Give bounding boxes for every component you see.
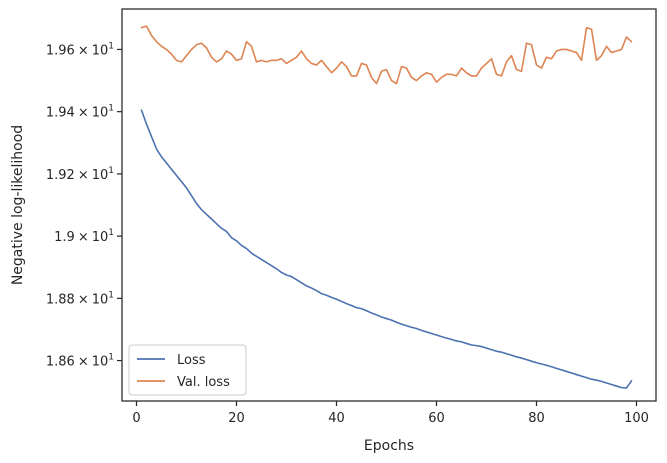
series-line-loss [140,109,633,389]
y-tick-base: 10 [92,355,109,370]
y-tick-times: × [78,43,89,58]
x-tick-label: 100 [624,411,649,426]
x-tick-label: 80 [528,411,545,426]
y-tick-label: 1.92 × 101 [46,166,114,183]
y-tick-base: 10 [92,168,109,183]
series-line-val-loss [140,25,633,85]
y-tick-times: × [78,230,89,245]
y-tick-label: 1.88 × 101 [46,290,114,307]
y-tick-exponent: 1 [108,104,114,114]
y-tick-label: 1.86 × 101 [46,353,114,370]
y-tick-exponent: 1 [108,228,114,238]
y-tick-label: 1.96 × 101 [46,41,114,58]
y-tick-exponent: 1 [108,41,114,51]
y-tick-times: × [78,355,89,370]
y-tick-times: × [78,106,89,121]
legend: Loss Val. loss [128,344,247,396]
legend-box [128,344,247,396]
y-tick-mantissa: 1.88 [46,292,75,307]
y-tick-times: × [78,292,89,307]
y-tick-mantissa: 1.92 [46,168,75,183]
y-tick-exponent: 1 [108,290,114,300]
y-tick-base: 10 [92,43,109,58]
y-axis-label: Negative log-likelihood [10,125,26,285]
x-tick-label: 20 [228,411,245,426]
legend-label: Loss [177,353,206,368]
y-tick-base: 10 [92,292,109,307]
plot-area [140,25,633,389]
plot-frame [121,8,657,402]
y-tick-label: 1.9 × 101 [54,228,114,245]
y-tick-exponent: 1 [108,166,114,176]
legend-label: Val. loss [177,375,230,390]
x-axis-label: Epochs [364,438,414,454]
y-tick-mantissa: 1.94 [46,106,75,121]
x-tick-label: 40 [328,411,345,426]
y-tick-exponent: 1 [108,353,114,363]
x-tick-label: 0 [132,411,140,426]
x-tick-label: 60 [428,411,445,426]
y-tick-mantissa: 1.86 [46,355,75,370]
y-tick-times: × [78,168,89,183]
y-tick-label: 1.94 × 101 [46,104,114,121]
y-tick-mantissa: 1.96 [46,43,75,58]
y-tick-base: 10 [92,106,109,121]
y-tick-base: 10 [92,230,109,245]
y-tick-mantissa: 1.9 [54,230,75,245]
